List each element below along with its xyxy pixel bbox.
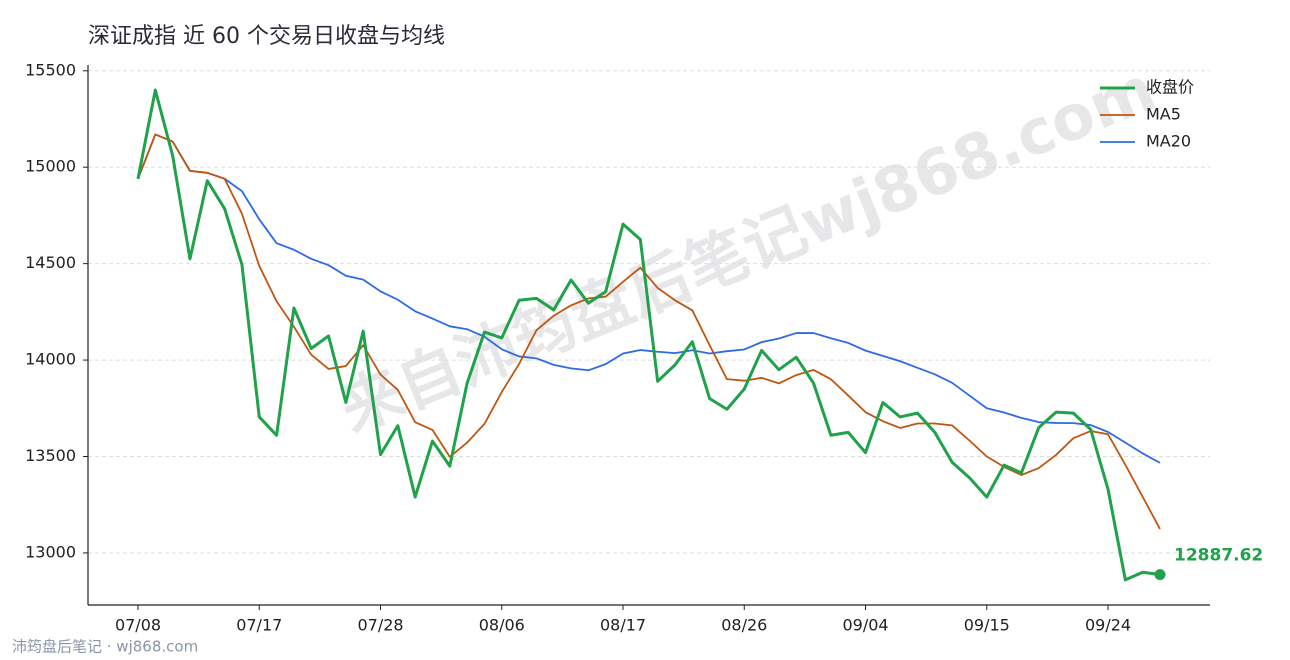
footer: 沛筠盘后笔记 · wj868.com [12,638,198,656]
series-line [137,133,1161,464]
chart-title: 深证成指 近 60 个交易日收盘与均线 [88,24,445,49]
y-tick-label: 13000 [25,542,76,561]
x-tick-label: 08/26 [721,616,767,635]
x-tick-label: 08/17 [600,616,646,635]
x-tick-label: 09/15 [964,616,1010,635]
x-tick-label: 09/24 [1085,616,1131,635]
x-tick-label: 07/28 [357,616,403,635]
x-tick-label: 07/08 [115,616,161,635]
x-tick-label: 09/04 [842,616,888,635]
series-line [136,88,1161,582]
legend-label: MA20 [1146,132,1191,151]
y-tick-label: 13500 [25,446,76,465]
y-tick-label: 15000 [25,157,76,176]
end-point [1154,569,1166,581]
watermark: 来自沛筠盘后笔记wj868.com [330,52,1165,446]
legend-label: 收盘价 [1146,78,1194,97]
x-tick-label: 08/06 [479,616,525,635]
end-value-label: 12887.62 [1174,546,1263,566]
y-tick-label: 15500 [25,60,76,79]
series-line [137,133,1161,530]
legend-label: MA5 [1146,105,1181,124]
y-tick-label: 14500 [25,253,76,272]
x-tick-label: 07/17 [236,616,282,635]
y-tick-label: 14000 [25,350,76,369]
